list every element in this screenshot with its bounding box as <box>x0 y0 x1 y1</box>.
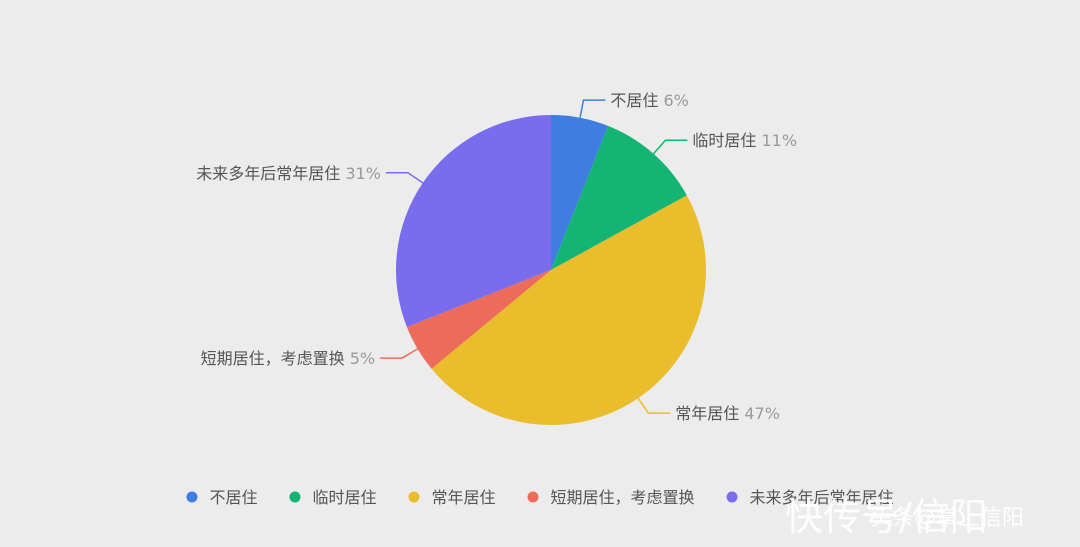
watermark-small: 头条@掌上信阳 <box>870 506 1024 531</box>
pie-slice-1 <box>551 115 609 270</box>
legend: 不居住 临时居住 常年居住 短期居住，考虑置换 未来多年后常年居住 <box>186 488 894 507</box>
label-leader-lines <box>380 99 688 414</box>
leader-line-3 <box>637 397 671 414</box>
legend-marker-1 <box>186 491 198 503</box>
leader-line-1 <box>579 99 606 118</box>
pie-slice-3 <box>431 195 706 425</box>
leader-line-4 <box>380 348 418 359</box>
legend-marker-3 <box>408 491 420 503</box>
legend-label-3: 常年居住 <box>431 488 495 507</box>
legend-item-5[interactable]: 未来多年后常年居住 <box>726 488 894 507</box>
legend-marker-2 <box>289 491 301 503</box>
pie-slices <box>396 115 706 425</box>
watermark-big: 快传号/信阳 <box>785 495 988 539</box>
watermark: 快传号/信阳 头条@掌上信阳 <box>785 495 1024 539</box>
legend-label-2: 临时居住 <box>312 488 376 507</box>
pie-slice-5 <box>396 115 551 328</box>
slice-label-2: 临时居住 11% <box>692 131 797 150</box>
legend-marker-5 <box>726 491 738 503</box>
slice-label-3: 常年居住 47% <box>675 404 780 423</box>
legend-label-5: 未来多年后常年居住 <box>750 488 894 507</box>
legend-label-4: 短期居住，考虑置换 <box>551 488 695 507</box>
slice-labels: 不居住 6% 临时居住 11% 常年居住 47% 短期居住，考虑置换 5% 未来多年后常… <box>196 91 797 423</box>
slice-label-5: 未来多年后常年居住 31% <box>196 164 381 183</box>
slice-label-4: 短期居住，考虑置换 5% <box>201 349 375 368</box>
legend-item-2[interactable]: 临时居住 <box>289 488 376 507</box>
pie-slice-4 <box>406 270 551 369</box>
slice-label-1: 不居住 6% <box>610 91 688 110</box>
pie-slice-2 <box>551 125 687 270</box>
legend-label-1: 不居住 <box>209 488 257 507</box>
legend-marker-4 <box>527 491 539 503</box>
legend-item-4[interactable]: 短期居住，考虑置换 <box>527 488 695 507</box>
leader-line-2 <box>652 139 688 155</box>
legend-item-1[interactable]: 不居住 <box>186 488 257 507</box>
leader-line-5 <box>385 172 424 184</box>
legend-item-3[interactable]: 常年居住 <box>408 488 496 507</box>
